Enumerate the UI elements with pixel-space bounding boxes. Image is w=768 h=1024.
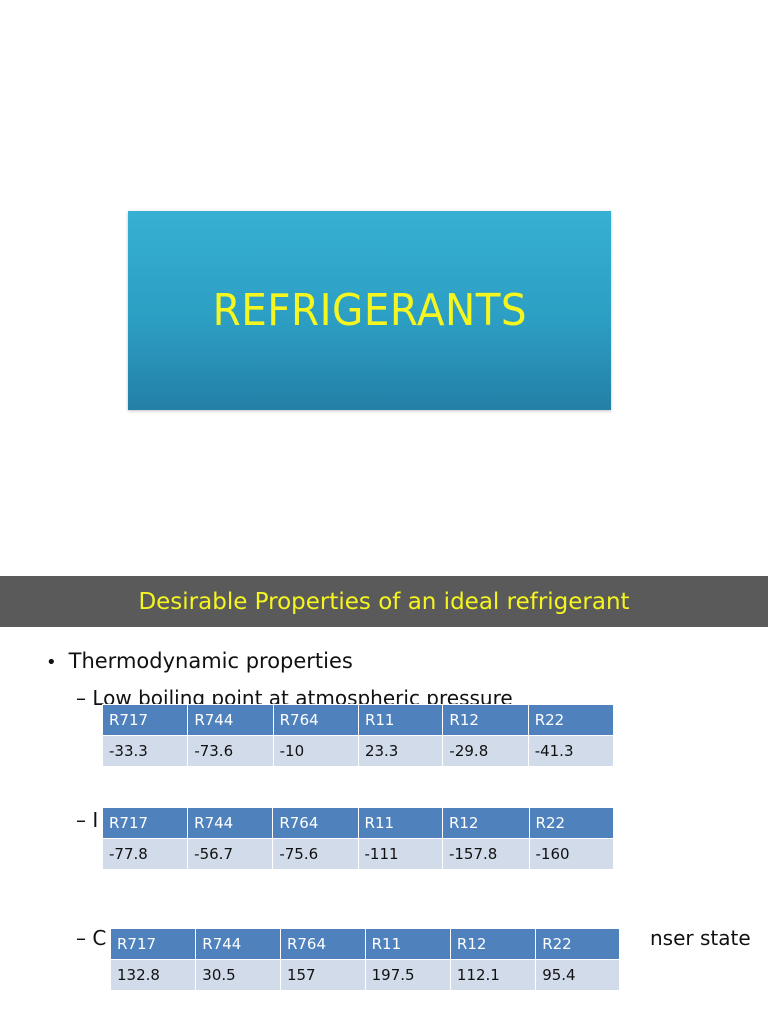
table-cell: 132.8 bbox=[109, 959, 197, 991]
table-header-cell: R11 bbox=[357, 704, 444, 736]
sub-bullet-2: – I bbox=[76, 808, 98, 832]
table-header-row: R717 R744 R764 R11 R12 R22 bbox=[101, 704, 615, 736]
dash-icon: – bbox=[76, 808, 86, 832]
table-boiling-point: R717 R744 R764 R11 R12 R22 -33.3 -73.6 -… bbox=[101, 704, 615, 767]
slide-title: REFRIGERANTS bbox=[212, 285, 527, 336]
table-cell: 30.5 bbox=[195, 959, 281, 991]
table-header-cell: R22 bbox=[527, 704, 615, 736]
table-cell: -157.8 bbox=[441, 838, 530, 870]
table-critical-temperature: R717 R744 R764 R11 R12 R22 132.8 30.5 15… bbox=[109, 928, 620, 991]
sub-bullet-3: – C bbox=[76, 926, 106, 950]
dash-icon: – bbox=[76, 686, 86, 710]
table-header-cell: R744 bbox=[187, 807, 274, 839]
table-cell: -75.6 bbox=[272, 838, 359, 870]
table-cell: -33.3 bbox=[101, 735, 189, 767]
sub-bullet-text: C bbox=[92, 926, 107, 950]
table-row: -77.8 -56.7 -75.6 -111 -157.8 -160 bbox=[101, 838, 615, 870]
table-header-cell: R12 bbox=[442, 704, 529, 736]
sub-bullet-3-tail: nser state bbox=[650, 926, 751, 950]
table-header-row: R717 R744 R764 R11 R12 R22 bbox=[109, 928, 620, 960]
table-header-cell: R12 bbox=[449, 928, 537, 960]
table-header-cell: R717 bbox=[101, 807, 189, 839]
slide-header: Desirable Properties of an ideal refrige… bbox=[138, 588, 630, 615]
bullet-dot-icon: • bbox=[46, 652, 57, 673]
table-cell: -56.7 bbox=[187, 838, 274, 870]
table-cell: -29.8 bbox=[442, 735, 529, 767]
table-header-cell: R744 bbox=[187, 704, 274, 736]
table-header-cell: R11 bbox=[357, 807, 443, 839]
bullet-text: Thermodynamic properties bbox=[68, 649, 353, 673]
bullet-thermodynamic: • Thermodynamic properties bbox=[46, 649, 353, 673]
table-cell: 23.3 bbox=[357, 735, 444, 767]
slide-2: Desirable Properties of an ideal refrige… bbox=[0, 576, 768, 1024]
table-cell: 112.1 bbox=[449, 959, 537, 991]
table-cell: -77.8 bbox=[101, 838, 189, 870]
table-header-cell: R764 bbox=[272, 807, 359, 839]
slide-1: REFRIGERANTS bbox=[128, 211, 611, 410]
slide-header-band: Desirable Properties of an ideal refrige… bbox=[0, 576, 768, 627]
sub-bullet-text: I bbox=[92, 808, 99, 832]
table-header-cell: R22 bbox=[528, 807, 615, 839]
table-header-cell: R22 bbox=[535, 928, 620, 960]
table-header-cell: R717 bbox=[109, 928, 197, 960]
table-cell: -160 bbox=[528, 838, 615, 870]
table-row: -33.3 -73.6 -10 23.3 -29.8 -41.3 bbox=[101, 735, 615, 767]
table-cell: -41.3 bbox=[527, 735, 615, 767]
table-cell: -10 bbox=[272, 735, 359, 767]
table-row: 132.8 30.5 157 197.5 112.1 95.4 bbox=[109, 959, 620, 991]
table-cell: -111 bbox=[357, 838, 443, 870]
table-header-cell: R764 bbox=[279, 928, 366, 960]
table-header-cell: R744 bbox=[195, 928, 281, 960]
table-cell: 95.4 bbox=[535, 959, 620, 991]
table-header-cell: R764 bbox=[272, 704, 359, 736]
table-cell: 197.5 bbox=[364, 959, 451, 991]
table-header-cell: R11 bbox=[364, 928, 451, 960]
dash-icon: – bbox=[76, 926, 86, 950]
table-cell: 157 bbox=[279, 959, 366, 991]
title-box: REFRIGERANTS bbox=[128, 211, 611, 410]
table-cell: -73.6 bbox=[187, 735, 274, 767]
table-header-cell: R12 bbox=[441, 807, 530, 839]
table-header-row: R717 R744 R764 R11 R12 R22 bbox=[101, 807, 615, 839]
table-freezing-point: R717 R744 R764 R11 R12 R22 -77.8 -56.7 -… bbox=[101, 807, 615, 870]
table-header-cell: R717 bbox=[101, 704, 189, 736]
